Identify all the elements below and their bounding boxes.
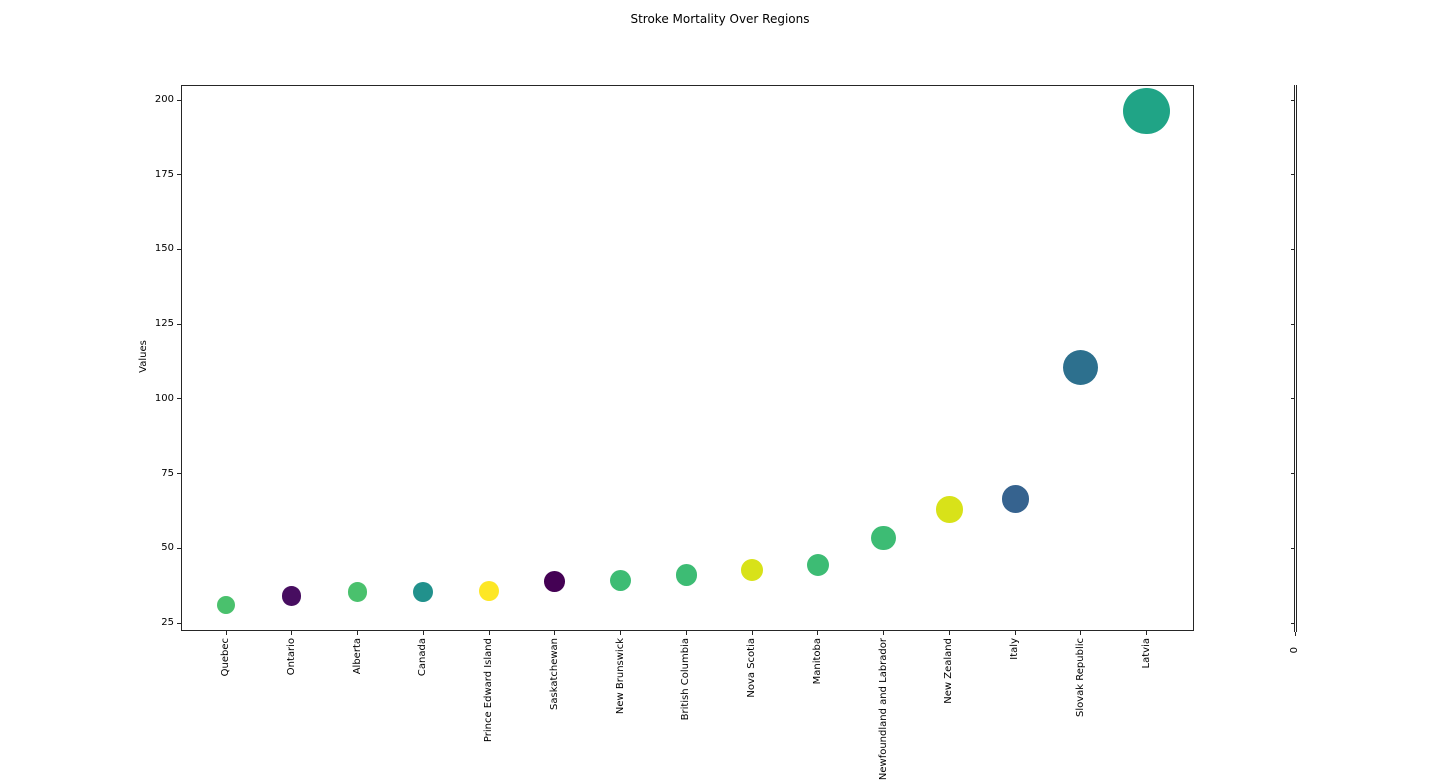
y-tick-mark [177, 248, 181, 250]
data-point-manitoba [806, 553, 829, 576]
secondary-y-tick-mark [1291, 547, 1294, 549]
y-tick-mark [177, 99, 181, 101]
y-tick-label: 50 [161, 542, 174, 554]
x-tick-label-new-brunswick: New Brunswick [614, 638, 627, 718]
x-tick-label-prince-edward-island: Prince Edward Island [483, 638, 496, 746]
x-tick-label-text: Newfoundland and Labrador [877, 638, 889, 781]
y-tick-label: 25 [161, 617, 174, 628]
x-tick-label-text: Prince Edward Island [482, 638, 494, 743]
chart-title: Stroke Mortality Over Regions [630, 12, 810, 26]
secondary-y-tick-mark [1291, 174, 1294, 176]
x-tick-label-text: British Columbia [680, 638, 692, 721]
secondary-axes-box [1294, 85, 1297, 632]
x-tick-label-new-zealand: New Zealand [943, 638, 956, 708]
data-point-slovak-republic [1063, 349, 1099, 386]
y-tick-label: 125 [154, 318, 174, 330]
secondary-y-tick-mark [1291, 622, 1294, 624]
x-tick-label-slovak-republic: Slovak Republic [1075, 638, 1088, 721]
x-tick-label-text: Nova Scotia [745, 638, 757, 698]
y-tick-mark [177, 473, 181, 475]
secondary-y-tick-mark [1291, 248, 1294, 250]
x-tick-label-text: Saskatchewan [548, 638, 560, 710]
x-tick-mark [1014, 631, 1016, 635]
data-point-new-brunswick [610, 569, 632, 591]
x-tick-label-canada: Canada [417, 638, 430, 680]
x-tick-label-text: Ontario [285, 638, 297, 676]
x-tick-mark [291, 631, 293, 635]
x-tick-label-nova-scotia: Nova Scotia [746, 638, 759, 702]
x-tick-label-text: Manitoba [811, 638, 823, 685]
x-tick-label-ontario: Ontario [286, 638, 299, 679]
secondary-y-tick-mark [1291, 398, 1294, 400]
x-tick-label-italy: Italy [1009, 638, 1022, 664]
x-tick-mark [1080, 631, 1082, 635]
y-tick-mark [177, 398, 181, 400]
x-tick-label-text: Canada [417, 638, 429, 677]
x-tick-label-alberta: Alberta [351, 638, 364, 678]
y-tick-label: 75 [161, 467, 174, 479]
x-tick-mark [1146, 631, 1148, 635]
x-tick-label-quebec: Quebec [220, 638, 233, 680]
x-tick-mark [422, 631, 424, 635]
x-tick-mark [751, 631, 753, 635]
y-tick-mark [177, 547, 181, 549]
secondary-x-tick-mark [1295, 632, 1296, 636]
x-tick-mark [488, 631, 490, 635]
x-tick-mark [817, 631, 819, 635]
y-tick-label: 100 [154, 392, 174, 404]
x-tick-mark [554, 631, 556, 635]
data-point-nova-scotia [741, 559, 763, 581]
x-tick-label-text: Quebec [219, 638, 231, 677]
data-point-latvia [1123, 87, 1171, 135]
x-tick-label-text: New Zealand [943, 638, 955, 704]
secondary-y-tick-mark [1291, 473, 1294, 475]
data-point-ontario [282, 586, 302, 606]
data-point-saskatchewan [544, 570, 566, 592]
x-tick-label-text: Latvia [1140, 638, 1152, 669]
x-tick-label-newfoundland-and-labrador: Newfoundland and Labrador [877, 638, 890, 784]
data-point-new-zealand [936, 496, 963, 523]
plot-area [181, 85, 1194, 631]
x-tick-mark [948, 631, 950, 635]
data-point-newfoundland-and-labrador [871, 525, 896, 551]
x-tick-label-text: New Brunswick [614, 638, 626, 715]
y-tick-label: 150 [154, 243, 174, 255]
data-point-british-columbia [675, 564, 697, 586]
x-tick-mark [225, 631, 227, 635]
x-tick-mark [357, 631, 359, 635]
data-point-canada [413, 581, 434, 602]
y-tick-label: 200 [154, 94, 174, 105]
y-tick-mark [177, 622, 181, 624]
secondary-y-tick-mark [1291, 323, 1294, 325]
secondary-y-tick-mark [1291, 99, 1294, 101]
data-point-italy [1001, 485, 1029, 513]
x-tick-mark [685, 631, 687, 635]
x-tick-mark [620, 631, 622, 635]
x-tick-mark [883, 631, 885, 635]
x-tick-label-text: Alberta [351, 638, 363, 675]
data-point-quebec [216, 595, 236, 615]
y-axis-label-text: Values [138, 340, 149, 373]
x-tick-label-latvia: Latvia [1140, 638, 1153, 672]
x-tick-label-text: Slovak Republic [1074, 638, 1086, 717]
y-tick-mark [177, 174, 181, 176]
x-tick-label-british-columbia: British Columbia [680, 638, 693, 724]
y-tick-label: 175 [154, 168, 174, 180]
x-tick-label-manitoba: Manitoba [812, 638, 825, 688]
secondary-x-tick-label-text: 0 [1288, 646, 1300, 653]
y-tick-mark [177, 323, 181, 325]
x-tick-label-text: Italy [1008, 638, 1020, 660]
data-point-prince-edward-island [479, 581, 499, 601]
secondary-x-tick-label: 0 [1289, 638, 1302, 657]
y-axis-label: Values [138, 340, 151, 376]
x-tick-label-saskatchewan: Saskatchewan [549, 638, 562, 714]
data-point-alberta [347, 582, 368, 603]
